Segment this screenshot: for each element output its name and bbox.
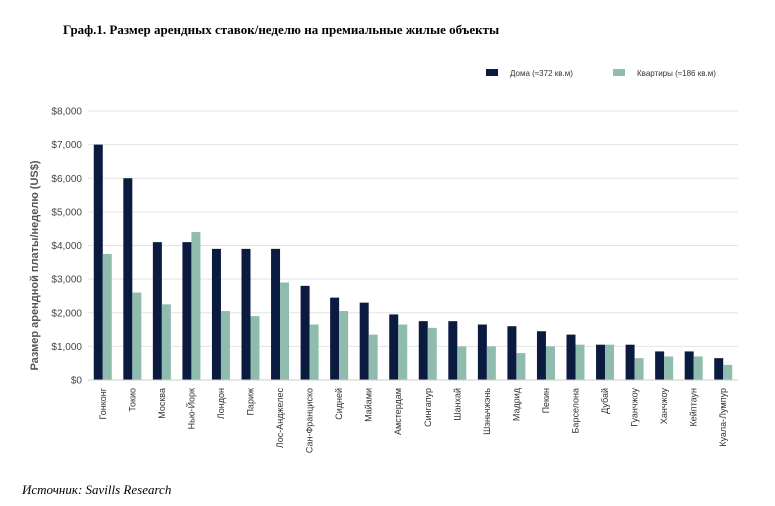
x-tick-label: Шанхай (452, 388, 462, 421)
bar-apartments (339, 311, 349, 380)
x-tick-label: Сидней (334, 388, 344, 420)
y-tick-label: $6,000 (51, 174, 82, 185)
x-tick-label: Шэньчжэнь (482, 388, 492, 435)
x-tick-label: Москва (157, 388, 167, 419)
x-tick-label: Лос-Анджелес (275, 388, 285, 449)
legend-swatch (613, 69, 625, 76)
bar-apartments (250, 316, 260, 380)
x-tick-label: Ханчжоу (659, 388, 669, 425)
x-tick-label: Майами (364, 388, 374, 422)
bar-apartments (486, 346, 496, 380)
bar-apartments (132, 292, 142, 380)
bar-apartments (398, 324, 408, 380)
bar-houses (300, 285, 310, 380)
bar-houses (241, 248, 251, 380)
bar-apartments (427, 327, 437, 380)
x-tick-label: Пекин (541, 388, 551, 413)
bar-houses (507, 326, 517, 380)
x-tick-label: Нью-Йорк (185, 388, 196, 429)
y-tick-label: $1,000 (51, 342, 82, 353)
x-tick-label: Амстердам (393, 388, 403, 435)
bar-apartments (457, 346, 467, 380)
y-axis-label: Размер арендной платы/неделю (US$) (29, 160, 41, 370)
y-tick-label: $7,000 (51, 140, 82, 151)
bar-houses (655, 351, 665, 380)
y-tick-label: $3,000 (51, 275, 82, 286)
y-tick-label: $5,000 (51, 207, 82, 218)
bar-houses (418, 321, 428, 380)
bar-houses (714, 358, 724, 380)
x-tick-label: Сан-Франциско (305, 388, 315, 453)
x-tick-label: Лондон (216, 388, 226, 419)
bar-apartments (516, 353, 526, 380)
bar-apartments (605, 344, 615, 380)
bar-houses (123, 178, 133, 380)
bar-houses (389, 314, 399, 380)
y-tick-label: $0 (71, 376, 83, 387)
bar-houses (684, 351, 694, 380)
x-tick-label: Париж (246, 388, 256, 416)
x-tick-label: Гонконг (98, 387, 108, 419)
x-tick-label: Куала-Лумпур (718, 388, 728, 447)
bar-houses (566, 334, 576, 380)
y-tick-label: $4,000 (51, 241, 82, 252)
legend-label: Дома (≈372 кв.м) (510, 69, 573, 78)
bar-houses (477, 324, 487, 380)
x-tick-label: Барселона (571, 388, 581, 433)
bar-houses (182, 242, 192, 380)
bar-apartments (191, 232, 201, 380)
bar-houses (93, 144, 103, 380)
source-note: Источник: Savills Research (22, 482, 172, 497)
bar-apartments (693, 356, 703, 380)
y-tick-label: $2,000 (51, 308, 82, 319)
bar-houses (271, 248, 281, 380)
bar-apartments (634, 358, 644, 380)
chart-title: Граф.1. Размер арендных ставок/неделю на… (63, 22, 500, 37)
x-tick-label: Мадрид (511, 387, 521, 421)
bar-houses (625, 344, 635, 380)
x-tick-label: Гуанчжоу (630, 388, 640, 427)
y-tick-label: $8,000 (51, 107, 82, 118)
bar-apartments (723, 364, 733, 380)
x-tick-label: Кейптаун (689, 388, 699, 427)
x-tick-label: Токио (127, 388, 137, 412)
legend-label: Квартиры (≈186 кв.м) (637, 69, 716, 78)
bar-apartments (309, 324, 319, 380)
bar-houses (536, 331, 546, 380)
legend-swatch (486, 69, 498, 76)
bar-houses (448, 321, 458, 380)
bar-houses (330, 297, 340, 380)
bar-apartments (664, 356, 674, 380)
x-tick-label: Сингапур (423, 388, 433, 427)
bar-houses (211, 248, 221, 380)
bar-apartments (102, 253, 112, 380)
bar-houses (359, 302, 369, 380)
x-tick-label: Дубай (600, 388, 610, 414)
bar-apartments (368, 334, 378, 380)
bar-houses (152, 242, 162, 380)
bar-apartments (161, 304, 171, 380)
bar-apartments (575, 344, 585, 380)
bar-apartments (220, 311, 230, 380)
bar-houses (596, 344, 606, 380)
bar-apartments (545, 346, 555, 380)
bar-apartments (280, 282, 290, 380)
